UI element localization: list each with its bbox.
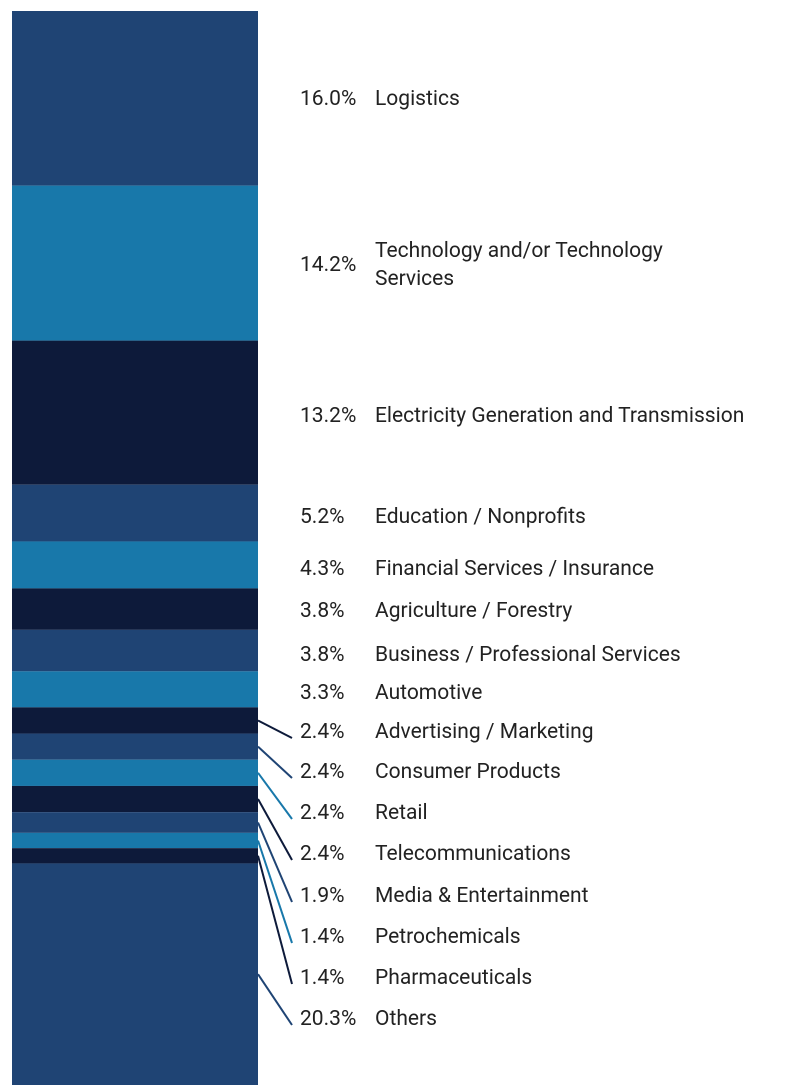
value-label: 3.3% [300, 681, 345, 705]
data-label: 2.4% Advertising / Marketing [300, 718, 594, 746]
category-label: Financial Services / Insurance [375, 557, 654, 581]
data-label: 13.2% Electricity Generation and Transmis… [300, 402, 744, 430]
bar-segment [12, 588, 258, 630]
bar-segment [12, 785, 258, 813]
data-label: 1.4% Pharmaceuticals [300, 964, 532, 992]
bar-segment [12, 863, 258, 1085]
category-label: Logistics [375, 87, 460, 111]
leader-line [257, 822, 293, 903]
bar-segment [12, 484, 258, 542]
value-label: 2.4% [300, 842, 345, 866]
value-label: 1.4% [300, 925, 345, 949]
data-label: 5.2% Education / Nonprofits [300, 503, 586, 531]
value-label: 3.8% [300, 643, 345, 667]
bar-segment [12, 340, 258, 485]
bar-segment [12, 733, 258, 760]
data-label: 4.3% Financial Services / Insurance [300, 555, 654, 583]
leader-line [257, 798, 293, 861]
category-label: Technology and/or Technology Services [375, 239, 663, 291]
data-label: 1.9% Media & Entertainment [300, 882, 589, 910]
category-label: Media & Entertainment [375, 884, 589, 908]
data-label: 2.4% Retail [300, 799, 428, 827]
category-label: Others [375, 1007, 437, 1031]
bar-segment [12, 541, 258, 589]
category-label: Telecommunications [375, 842, 571, 866]
leader-line [257, 772, 293, 820]
bar-segment [12, 11, 258, 186]
leader-line [257, 840, 293, 944]
category-label: Consumer Products [375, 760, 561, 784]
data-label: 3.3% Automotive [300, 679, 482, 707]
value-label: 5.2% [300, 505, 345, 529]
category-label: Business / Professional Services [375, 643, 681, 667]
value-label: 13.2% [300, 404, 357, 428]
data-label: 14.2% Technology and/or Technology Servic… [300, 237, 715, 293]
data-label: 3.8% Agriculture / Forestry [300, 597, 572, 625]
data-label: 3.8% Business / Professional Services [300, 641, 681, 669]
bar-segment [12, 629, 258, 672]
data-label: 2.4% Consumer Products [300, 758, 561, 786]
value-label: 2.4% [300, 760, 345, 784]
category-label: Electricity Generation and Transmission [375, 404, 745, 428]
category-label: Petrochemicals [375, 925, 521, 949]
category-label: Retail [375, 801, 428, 825]
value-label: 20.3% [300, 1007, 357, 1031]
value-label: 1.9% [300, 884, 345, 908]
category-label: Automotive [375, 681, 483, 705]
category-label: Pharmaceuticals [375, 966, 533, 990]
data-label: 16.0% Logistics [300, 85, 460, 113]
value-label: 3.8% [300, 599, 345, 623]
bar-segment [12, 759, 258, 786]
data-label: 20.3% Others [300, 1005, 437, 1033]
value-label: 2.4% [300, 720, 345, 744]
value-label: 1.4% [300, 966, 345, 990]
value-label: 4.3% [300, 557, 345, 581]
value-label: 14.2% [300, 253, 357, 277]
bar-segment [12, 185, 258, 341]
leader-line [257, 973, 293, 1026]
bar-segment [12, 812, 258, 833]
category-label: Advertising / Marketing [375, 720, 594, 744]
leader-line [257, 719, 293, 739]
leader-line [257, 745, 293, 779]
data-label: 1.4% Petrochemicals [300, 923, 521, 951]
bar-segment [12, 832, 258, 849]
leader-line [257, 855, 293, 985]
category-label: Education / Nonprofits [375, 505, 586, 529]
category-label: Agriculture / Forestry [375, 599, 573, 623]
bar-segment [12, 671, 258, 708]
data-label: 2.4% Telecommunications [300, 840, 571, 868]
value-label: 16.0% [300, 87, 357, 111]
value-label: 2.4% [300, 801, 345, 825]
bar-segment [12, 848, 258, 864]
bar-segment [12, 707, 258, 734]
